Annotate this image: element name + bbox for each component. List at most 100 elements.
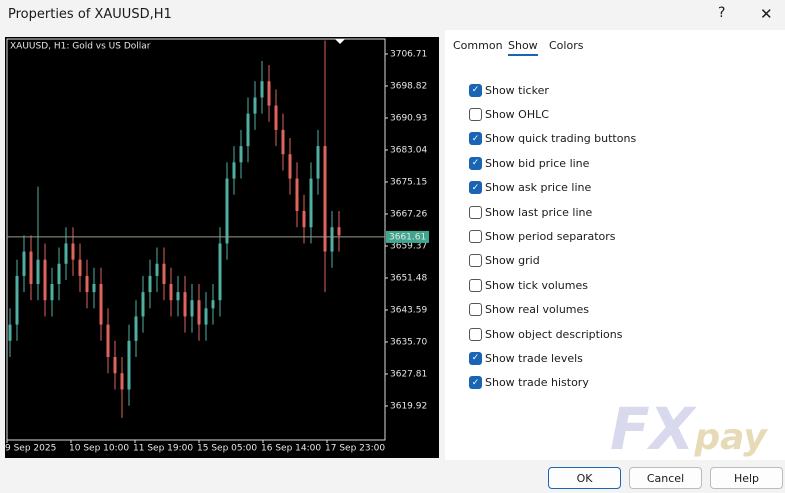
candle-body: [190, 300, 194, 317]
candle-body: [316, 146, 320, 179]
candle-body: [232, 162, 236, 179]
option[interactable]: ✓ Show trade history: [469, 375, 589, 391]
candle-body: [176, 292, 180, 301]
settings-panel: Common Show Colors ✓ Show ticker Show OHLC ✓ S…: [445, 30, 785, 463]
candle-body: [141, 292, 145, 317]
y-tick-label: 3698.82: [390, 82, 427, 92]
candle-body: [106, 324, 110, 358]
checkbox[interactable]: ✓: [469, 181, 482, 195]
option[interactable]: Show last price line: [469, 204, 592, 220]
option[interactable]: Show tick volumes: [469, 277, 588, 293]
candle-body: [99, 284, 103, 325]
checkbox[interactable]: ✓: [469, 132, 482, 146]
candle-body: [218, 243, 222, 301]
x-tick-label: 10 Sep 10:00: [69, 444, 129, 454]
button[interactable]: Cancel: [629, 467, 702, 489]
checkbox[interactable]: [469, 278, 482, 292]
option[interactable]: Show grid: [469, 253, 540, 269]
x-tick-label: 11 Sep 19:00: [133, 444, 193, 454]
option-label: Show tick volumes: [485, 278, 588, 292]
candle-body: [64, 243, 68, 264]
option[interactable]: Show real volumes: [469, 302, 589, 318]
tab[interactable]: Colors: [549, 39, 584, 52]
shift-marker: [335, 39, 345, 44]
checkbox[interactable]: [469, 254, 482, 268]
watermark: FXpay: [610, 395, 767, 463]
option-label: Show bid price line: [485, 156, 590, 170]
help-button[interactable]: ?: [718, 5, 726, 21]
x-tick-label: 9 Sep 2025: [5, 444, 56, 454]
x-tick-label: 16 Sep 14:00: [261, 444, 321, 454]
candle-body: [225, 178, 229, 244]
candle-body: [57, 263, 61, 285]
button[interactable]: OK: [548, 467, 621, 489]
candle-body: [281, 129, 285, 155]
option-label: Show last price line: [485, 205, 593, 219]
x-tick-label: 15 Sep 05:00: [197, 444, 257, 454]
chart: XAUUSD, H1: Gold vs US Dollar 3706.71 369…: [5, 37, 439, 458]
candle-body: [134, 316, 138, 341]
option[interactable]: Show period separators: [469, 228, 616, 244]
option[interactable]: ✓ Show bid price line: [469, 155, 589, 171]
chart-preview: XAUUSD, H1: Gold vs US Dollar 3706.71 369…: [0, 30, 445, 460]
candle-body: [92, 284, 96, 293]
option-label: Show OHLC: [485, 107, 549, 121]
candle-body: [127, 340, 131, 390]
option-label: Show object descriptions: [485, 327, 623, 341]
option[interactable]: Show OHLC: [469, 106, 549, 122]
candle-body: [211, 300, 215, 309]
plot-frame: [6, 38, 386, 441]
candle-body: [302, 211, 306, 228]
price-tag-label: 3661.61: [389, 232, 426, 242]
y-tick-label: 3683.04: [390, 146, 427, 156]
candle-body: [71, 243, 75, 260]
candle-body: [36, 259, 40, 285]
candle-body: [148, 275, 152, 293]
chart-title: XAUUSD, H1: Gold vs US Dollar: [10, 42, 151, 52]
option-label: Show trade levels: [485, 351, 583, 365]
candle-body: [120, 373, 124, 390]
option[interactable]: ✓ Show trade levels: [469, 350, 583, 366]
checkbox[interactable]: [469, 107, 482, 121]
close-button[interactable]: ✕: [760, 5, 773, 23]
chart-bg: [5, 37, 439, 458]
checkbox[interactable]: [469, 229, 482, 243]
watermark-left: FX: [610, 395, 695, 463]
price-tag: [386, 230, 429, 243]
checkbox[interactable]: ✓: [469, 156, 482, 170]
candle-body: [337, 227, 341, 236]
candle-body: [323, 146, 327, 252]
button-bar: OK Cancel Help: [0, 460, 785, 493]
option[interactable]: ✓ Show ask price line: [469, 180, 591, 196]
option[interactable]: ✓ Show ticker: [469, 82, 549, 98]
candle-body: [295, 178, 299, 212]
y-tick-label: 3690.93: [390, 114, 427, 124]
checkbox[interactable]: [469, 205, 482, 219]
candle-body: [274, 105, 278, 130]
option[interactable]: Show object descriptions: [469, 326, 622, 342]
option-label: Show real volumes: [485, 303, 590, 317]
candle-body: [239, 146, 243, 163]
y-tick-label: 3627.81: [390, 370, 427, 380]
checkbox[interactable]: ✓: [469, 351, 482, 365]
candle-body: [253, 97, 257, 114]
option-label: Show quick trading buttons: [485, 132, 637, 146]
checkbox[interactable]: ✓: [469, 83, 482, 97]
tab[interactable]: Common: [453, 39, 503, 52]
candle-body: [50, 284, 54, 301]
checkbox[interactable]: [469, 303, 482, 317]
checkbox[interactable]: ✓: [469, 376, 482, 390]
x-tick-label: 17 Sep 23:00: [325, 444, 385, 454]
window-title: Properties of XAUUSD,H1: [8, 7, 172, 22]
option-label: Show ticker: [485, 83, 549, 97]
y-tick-label: 3659.37: [390, 242, 427, 252]
candle-body: [78, 259, 82, 276]
candle-body: [183, 292, 187, 317]
option-label: Show ask price line: [485, 181, 592, 195]
button[interactable]: Help: [710, 467, 783, 489]
candle-body: [197, 300, 201, 325]
candle-body: [22, 251, 26, 276]
checkbox[interactable]: [469, 327, 482, 341]
tab[interactable]: Show: [508, 39, 538, 56]
option[interactable]: ✓ Show quick trading buttons: [469, 131, 636, 147]
